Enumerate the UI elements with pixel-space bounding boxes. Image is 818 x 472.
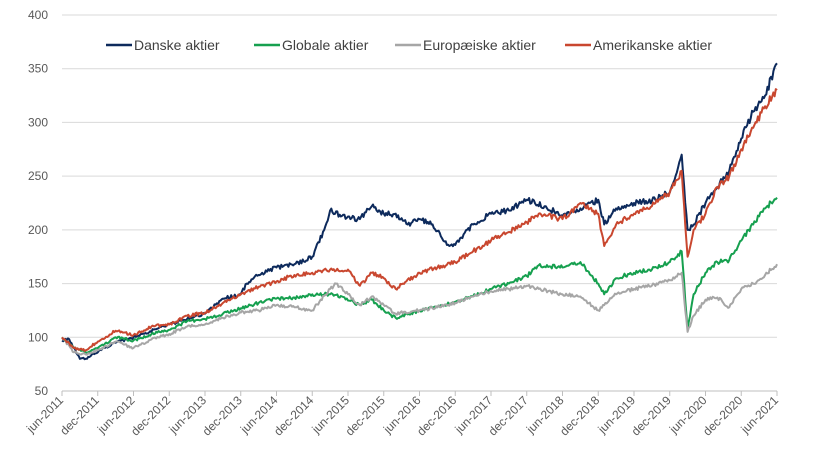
y-tick-label: 50 [35, 384, 49, 398]
axes: 50100150200250300350400jun-2011dec-2011j… [23, 8, 781, 439]
x-tick-label: dec-2019 [629, 393, 675, 439]
y-tick-label: 250 [28, 169, 48, 183]
gridlines [62, 14, 777, 338]
x-tick-label: dec-2015 [343, 393, 389, 439]
y-tick-label: 100 [28, 330, 48, 344]
y-tick-label: 400 [28, 8, 48, 22]
legend-label: Amerikanske aktier [593, 37, 712, 53]
legend: Danske aktier Globale aktier Europæiske ak… [106, 37, 712, 53]
series-line-3 [61, 263, 778, 356]
series-line-2 [61, 196, 778, 354]
legend-label: Globale aktier [282, 37, 369, 53]
legend-label: Europæiske aktier [423, 37, 536, 53]
x-tick-label: dec-2011 [57, 393, 102, 438]
series-line-1 [61, 62, 778, 361]
x-tick-label: dec-2013 [200, 393, 246, 439]
y-tick-label: 200 [28, 223, 48, 237]
x-tick-label: dec-2020 [700, 393, 746, 439]
series-line-4 [61, 88, 778, 352]
series-lines [61, 62, 778, 361]
y-tick-label: 150 [28, 277, 48, 291]
x-tick-label: dec-2018 [557, 393, 603, 439]
x-tick-label: dec-2016 [414, 393, 460, 439]
legend-label: Danske aktier [134, 37, 220, 53]
x-tick-label: jun-2021 [737, 393, 781, 437]
x-tick-label: dec-2012 [128, 393, 174, 439]
y-tick-label: 300 [28, 115, 48, 129]
x-tick-label: dec-2014 [271, 393, 317, 439]
y-tick-label: 350 [28, 62, 48, 76]
x-tick-label: dec-2017 [486, 393, 532, 439]
